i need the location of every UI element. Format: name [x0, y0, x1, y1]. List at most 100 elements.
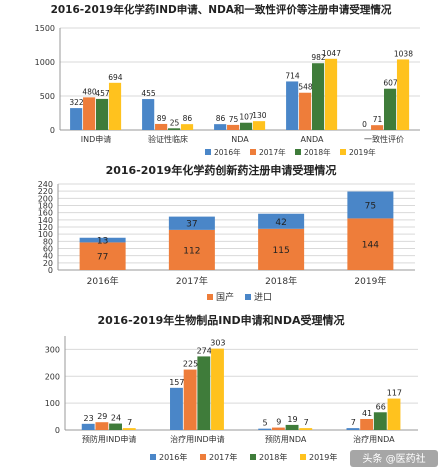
data-label: 7 — [127, 418, 132, 427]
bar-2018-c1 — [258, 213, 305, 229]
bar-2019-c1 — [347, 191, 394, 219]
data-label: 982 — [311, 53, 326, 62]
legend-swatch — [245, 294, 251, 300]
bar-2016-c0 — [79, 242, 126, 270]
y-tick-label: 140 — [38, 216, 53, 225]
bar-ind-2019 — [108, 82, 122, 130]
legend-entry: 2016年 — [214, 147, 241, 157]
legend-swatch — [250, 149, 256, 155]
bar-anda-2018 — [312, 63, 325, 130]
data-label: 694 — [108, 73, 123, 82]
x-tick-label: 2017年 — [176, 275, 208, 287]
legend-entry: 国产 — [216, 291, 234, 303]
x-tick-label: 验证性临床 — [148, 134, 188, 144]
data-label: 19 — [287, 415, 297, 424]
data-label: 130 — [252, 111, 267, 120]
bar-c1-2017 — [155, 123, 168, 130]
bar-nda-2019 — [299, 428, 313, 430]
y-tick-label: 240 — [38, 180, 53, 189]
data-label: 157 — [169, 378, 184, 387]
data-label: 0 — [362, 120, 367, 129]
data-label: 225 — [183, 360, 198, 369]
y-tick-label: 120 — [38, 223, 53, 232]
x-tick-label: 治疗用NDA — [353, 434, 395, 444]
chart-title: 2016-2019年化学药创新药注册申请受理情况 — [106, 163, 337, 177]
chart-innovative-drug-registrations: 2016-2019年化学药创新药注册申请受理情况 020406080100120… — [38, 163, 415, 303]
bar-c4-2017 — [371, 125, 384, 130]
data-label: 7 — [351, 418, 356, 427]
bar-nda-2017 — [227, 124, 240, 130]
data-label: 37 — [186, 220, 197, 230]
y-tick-label: 100 — [38, 230, 53, 239]
bar-anda-2019 — [324, 58, 338, 130]
bar-ind-2017 — [83, 97, 96, 130]
data-label: 112 — [183, 246, 200, 256]
watermark-text: 头条 @医药社 — [362, 452, 425, 465]
data-label: 89 — [157, 114, 167, 123]
data-label: 607 — [383, 79, 398, 88]
legend-swatch — [150, 454, 156, 460]
bar-c4-2018 — [384, 88, 397, 130]
data-label: 42 — [275, 218, 286, 228]
bar-ind-2017 — [183, 369, 197, 430]
x-tick-label: 2018年 — [265, 275, 297, 287]
bar-nda-2019 — [252, 121, 266, 130]
legend-swatch — [205, 149, 211, 155]
x-tick-label: 一致性评价 — [364, 134, 404, 144]
data-label: 13 — [97, 237, 108, 247]
bar-2016-c1 — [79, 237, 126, 243]
data-label: 71 — [373, 115, 383, 124]
bar-nda-2019 — [387, 398, 401, 430]
data-label: 66 — [376, 402, 386, 411]
legend-swatch — [295, 149, 301, 155]
bar-ind-2016 — [81, 423, 95, 430]
y-tick-label: 80 — [43, 237, 53, 246]
data-label: 7 — [304, 418, 309, 427]
y-tick-label: 20 — [43, 259, 53, 268]
bar-nda-2016 — [346, 428, 360, 430]
bar-c1-2018 — [168, 128, 181, 130]
data-label: 480 — [82, 87, 97, 96]
bar-nda-2016 — [258, 428, 272, 430]
data-label: 9 — [276, 418, 281, 427]
y-tick-label: 100 — [45, 399, 60, 408]
bar-2017-c0 — [168, 229, 215, 270]
legend-entry: 2019年 — [309, 452, 337, 462]
legend-swatch — [200, 454, 206, 460]
y-tick-label: 60 — [43, 245, 53, 254]
x-tick-label: 预防用NDA — [265, 434, 307, 444]
legend-entry: 2018年 — [304, 147, 331, 157]
data-label: 5 — [263, 419, 268, 428]
x-tick-label: 2019年 — [354, 275, 386, 287]
data-label: 714 — [285, 71, 300, 80]
y-tick-label: 0 — [55, 426, 60, 435]
bar-c1-2019 — [180, 124, 194, 130]
x-tick-label: IND申请 — [81, 134, 112, 144]
bar-nda-2016 — [214, 124, 227, 130]
legend-entry: 2018年 — [259, 452, 287, 462]
data-label: 107 — [239, 113, 254, 122]
bar-ind-2019 — [211, 348, 224, 430]
bar-nda-2018 — [373, 412, 387, 430]
legend-swatch — [207, 294, 213, 300]
data-label: 1047 — [322, 49, 341, 58]
data-label: 115 — [273, 246, 290, 256]
y-tick-label: 160 — [38, 209, 53, 218]
data-label: 41 — [362, 409, 372, 418]
bar-2018-c0 — [258, 228, 305, 270]
x-tick-label: 2016年 — [87, 275, 119, 287]
data-label: 86 — [183, 114, 193, 123]
bar-2017-c1 — [168, 216, 215, 230]
bar-ind-2016 — [70, 108, 83, 130]
legend-entry: 2017年 — [209, 452, 237, 462]
data-label: 75 — [365, 201, 376, 211]
data-label: 455 — [141, 89, 156, 98]
legend-entry: 2017年 — [259, 147, 286, 157]
data-label: 29 — [97, 412, 107, 421]
data-label: 23 — [84, 414, 94, 423]
data-label: 144 — [362, 241, 379, 251]
chart-title: 2016-2019年化学药IND申请、NDA和一致性评价等注册申请受理情况 — [51, 3, 392, 16]
x-tick-label: 治疗用IND申请 — [170, 434, 225, 444]
data-label: 77 — [97, 253, 108, 263]
